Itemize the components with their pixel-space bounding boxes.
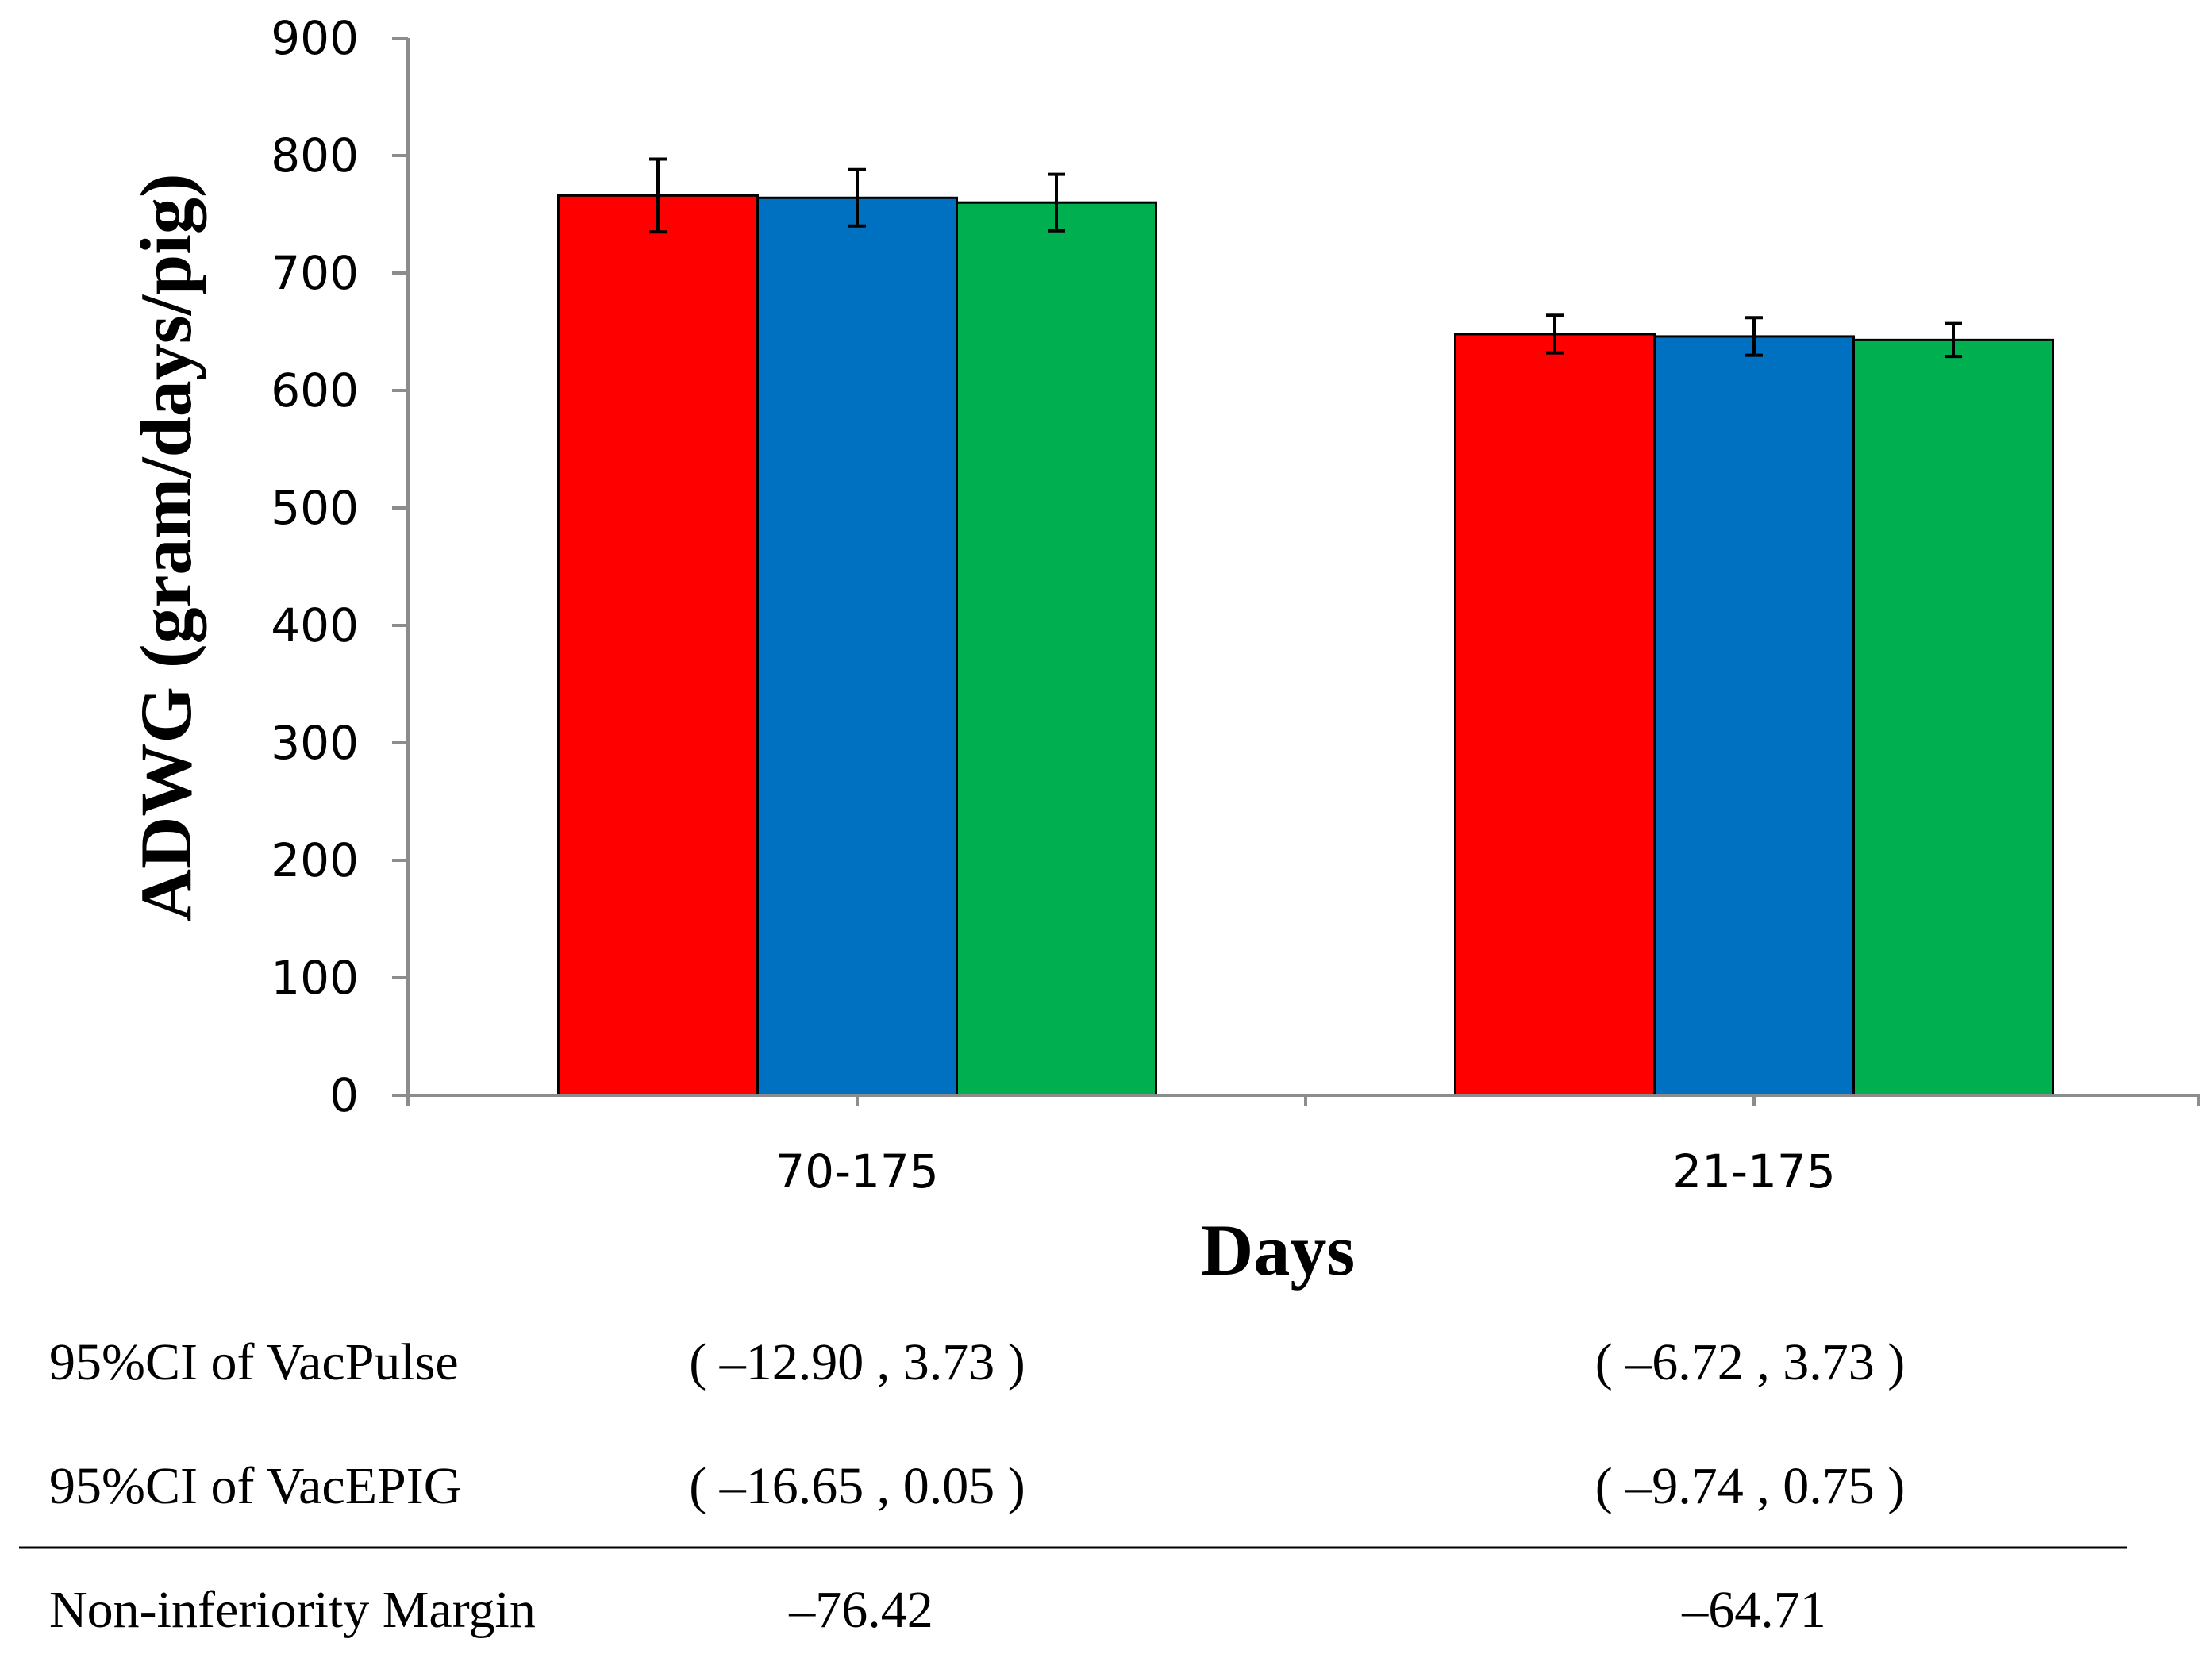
y-tick-label-200: 200 [271,833,359,887]
error-bar-70-175-series-1 [649,157,667,234]
table-cell-vacepig-21-175: ( –9.74 , 0.75 ) [1595,1457,1905,1515]
error-bars-layer [649,157,1962,359]
bar-70-175-series-2 [756,196,958,1097]
error-bar-70-175-series-2 [848,167,866,228]
y-tick-label-0: 0 [329,1068,359,1122]
table-row-label-margin: Non-inferiority Margin [49,1581,536,1639]
x-tick-label-21-175: 21-175 [1672,1144,1835,1198]
bar-21-175-series-2 [1653,335,1855,1097]
x-ticks-layer: 70-175 21-175 [775,1144,1835,1198]
y-tick-label-300: 300 [271,716,359,770]
table-cell-vacpulse-70-175: ( –12.90 , 3.73 ) [689,1333,1025,1391]
error-bar-70-175-series-3 [1048,172,1065,233]
axes-layer [392,38,2200,1106]
y-tick-label-500: 500 [271,481,359,535]
x-axis-label: Days [1201,1210,1355,1291]
y-tick-label-600: 600 [271,363,359,417]
table-cell-vacepig-70-175: ( –16.65 , 0.05 ) [689,1457,1025,1515]
table-row-label-vacepig: 95%CI of VacEPIG [49,1457,461,1515]
bar-70-175-series-1 [557,194,759,1097]
ci-table: 95%CI of VacPulse ( –12.90 , 3.73 ) ( –6… [19,1333,2127,1639]
y-ticks-layer: 0 100 200 300 400 500 600 700 800 900 [271,11,408,1122]
x-tick-label-70-175: 70-175 [775,1144,938,1198]
y-tick-label-700: 700 [271,246,359,300]
bars-layer [557,194,2054,1097]
error-bar-21-175-series-3 [1945,321,1962,359]
y-tick-label-400: 400 [271,598,359,652]
table-cell-margin-21-175: –64.71 [1681,1581,1826,1639]
y-tick-label-900: 900 [271,11,359,65]
table-cell-margin-70-175: –76.42 [788,1581,933,1639]
y-axis-label: ADWG (gram/days/pig) [125,174,206,922]
bar-21-175-series-3 [1852,338,2054,1097]
bar-21-175-series-1 [1454,333,1656,1097]
error-bar-21-175-series-2 [1745,316,1763,357]
table-cell-vacpulse-21-175: ( –6.72 , 3.73 ) [1595,1333,1905,1391]
bar-70-175-series-3 [956,201,1157,1097]
y-tick-label-800: 800 [271,129,359,183]
error-bar-21-175-series-1 [1546,313,1564,355]
table-row-label-vacpulse: 95%CI of VacPulse [49,1333,459,1391]
y-tick-label-100: 100 [271,951,359,1005]
